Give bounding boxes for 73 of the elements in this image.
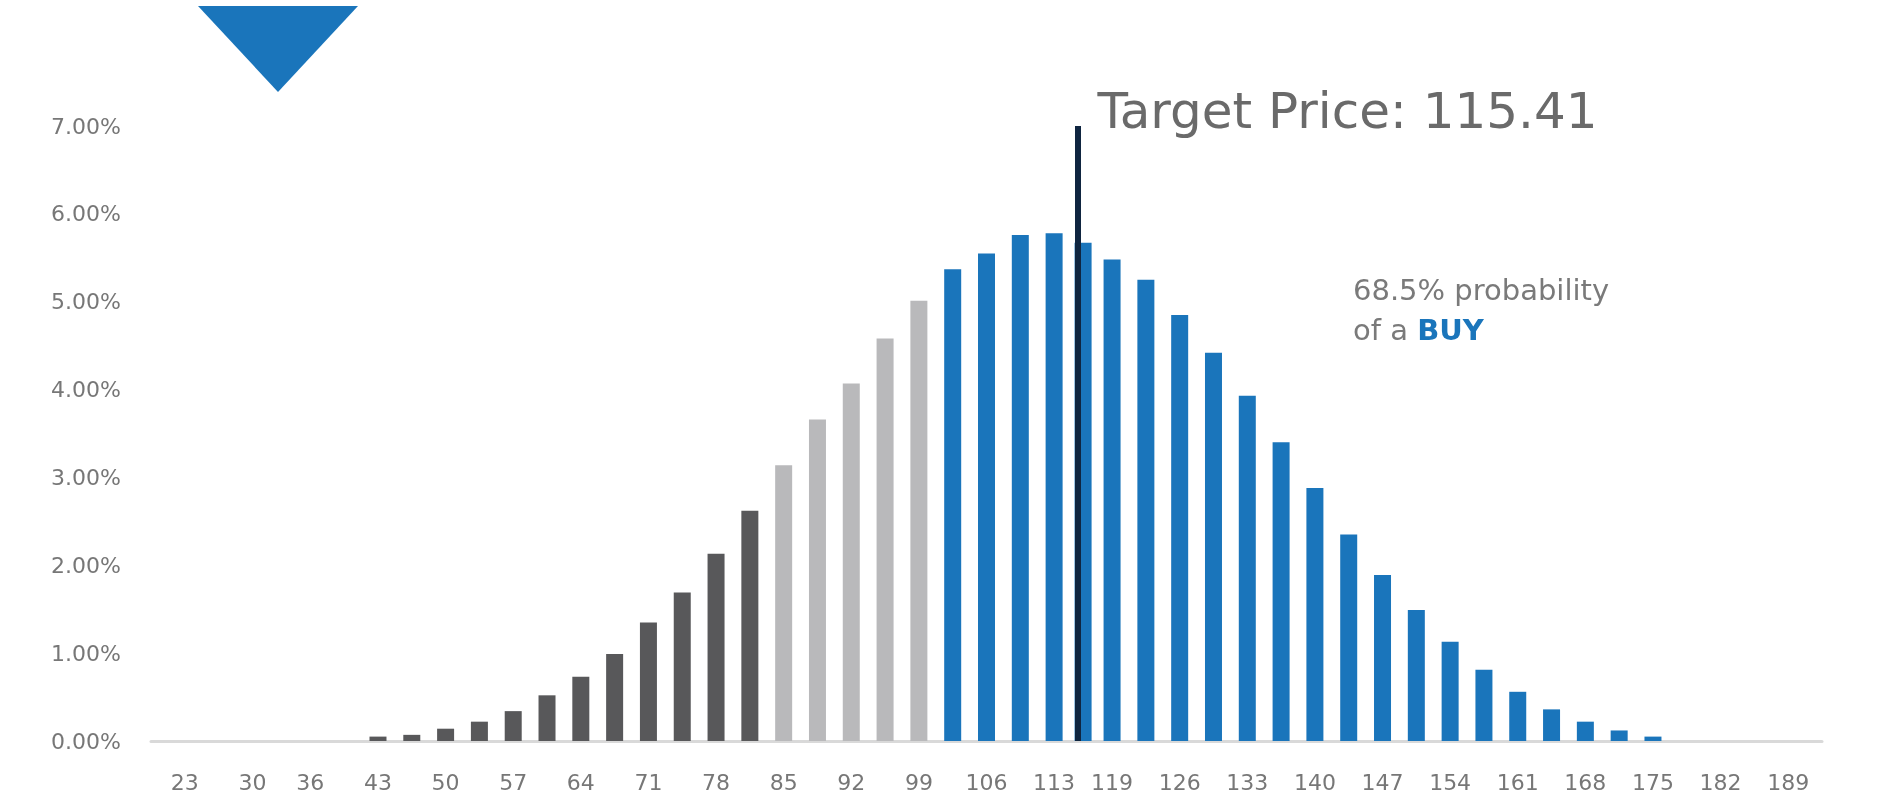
- ref-line-label: Target Price: 115.41: [1096, 82, 1598, 140]
- x-tick-label: 154: [1429, 769, 1472, 795]
- x-tick-label: 175: [1631, 769, 1674, 795]
- bar: [538, 695, 556, 741]
- x-tick-label: 30: [238, 769, 267, 795]
- bar: [606, 654, 624, 741]
- x-tick-label: 78: [702, 769, 731, 795]
- x-tick-label: 133: [1226, 769, 1269, 795]
- bar: [910, 300, 928, 741]
- bar: [978, 253, 995, 741]
- x-tick-label: 113: [1033, 769, 1076, 795]
- y-tick-label: 5.00%: [51, 289, 121, 315]
- bar: [639, 622, 657, 741]
- bar: [1011, 234, 1029, 741]
- x-tick-label: 126: [1158, 769, 1201, 795]
- bar: [1238, 395, 1256, 741]
- bar: [1272, 442, 1290, 741]
- bar: [876, 338, 894, 741]
- bar: [842, 383, 860, 741]
- bar: [775, 465, 793, 741]
- bar: [1306, 487, 1324, 741]
- x-tick-label: 36: [296, 769, 325, 795]
- bar: [369, 736, 387, 741]
- bar: [1644, 736, 1662, 741]
- x-tick-label: 85: [769, 769, 798, 795]
- bar: [1374, 574, 1392, 741]
- x-tick-label: 168: [1564, 769, 1607, 795]
- bar: [808, 419, 826, 741]
- bar: [944, 269, 962, 741]
- x-tick-label: 147: [1361, 769, 1404, 795]
- x-tick-label: 92: [837, 769, 866, 795]
- x-tick-label: 71: [634, 769, 663, 795]
- x-tick-label: 161: [1496, 769, 1539, 795]
- y-tick-label: 4.00%: [51, 377, 121, 403]
- bar: [1340, 534, 1358, 741]
- y-tick-label: 3.00%: [51, 464, 121, 490]
- bar: [1610, 730, 1628, 741]
- bar: [403, 734, 421, 741]
- bar: [1441, 641, 1459, 741]
- x-tick-label: 140: [1293, 769, 1336, 795]
- y-tick-label: 7.00%: [51, 113, 121, 139]
- bar: [1204, 352, 1222, 741]
- y-tick-label: 2.00%: [51, 552, 121, 578]
- x-tick-label: 57: [499, 769, 528, 795]
- x-tick-label: 23: [170, 769, 199, 795]
- bar: [707, 553, 725, 741]
- bar: [572, 676, 590, 741]
- bar: [673, 592, 691, 741]
- bar: [1171, 314, 1189, 741]
- x-tick-label: 119: [1091, 769, 1134, 795]
- bar: [1509, 691, 1527, 741]
- bar: [470, 721, 488, 741]
- bar: [1137, 279, 1155, 741]
- y-tick-label: 6.00%: [51, 201, 121, 227]
- bar: [1103, 259, 1121, 741]
- y-tick-label: 1.00%: [51, 640, 121, 666]
- bar: [1543, 709, 1561, 741]
- bar: [437, 728, 455, 741]
- x-tick-label: 50: [431, 769, 460, 795]
- x-tick-label: 43: [363, 769, 392, 795]
- y-tick-label: 0.00%: [51, 728, 121, 754]
- bar: [1045, 233, 1063, 741]
- x-tick-label: 182: [1699, 769, 1742, 795]
- bar: [1475, 669, 1493, 741]
- bar: [504, 711, 522, 741]
- x-tick-label: 64: [566, 769, 595, 795]
- bar: [1576, 721, 1594, 741]
- x-tick-label: 189: [1767, 769, 1810, 795]
- x-tick-label: 99: [904, 769, 933, 795]
- annotation: 68.5% probability of a BUY: [1353, 272, 1610, 349]
- x-tick-label: 106: [965, 769, 1008, 795]
- bar: [1407, 610, 1425, 741]
- bar: [741, 510, 759, 741]
